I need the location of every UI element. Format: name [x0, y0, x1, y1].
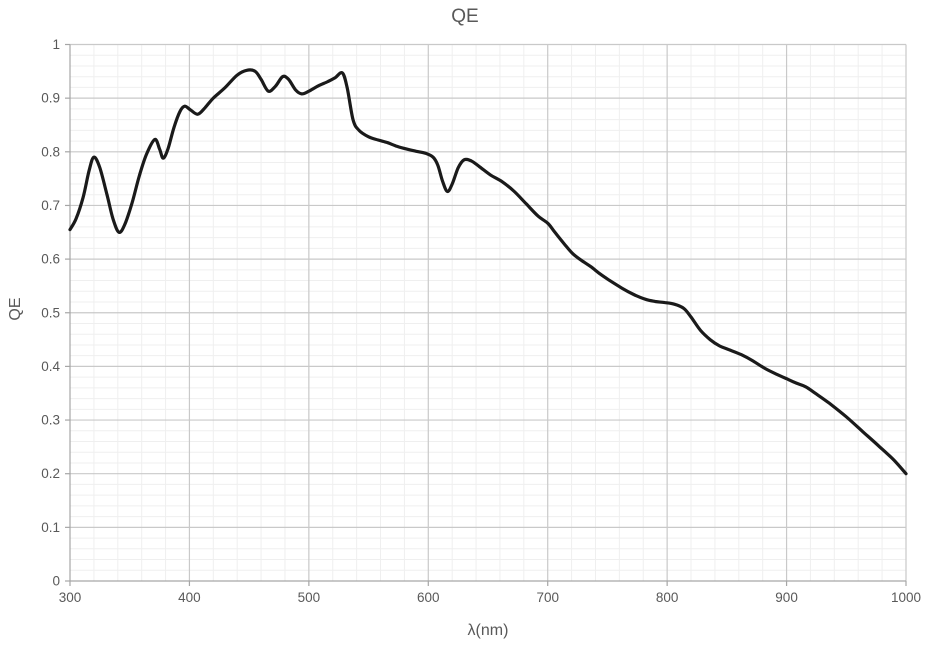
y-tick-label: 0.4 — [41, 359, 60, 374]
x-tick-label: 300 — [59, 590, 82, 605]
x-tick-label: 600 — [417, 590, 440, 605]
x-axis-title: λ(nm) — [467, 622, 509, 639]
y-tick-label: 0.7 — [41, 198, 60, 213]
x-tick-label: 900 — [775, 590, 798, 605]
x-tick-label: 400 — [178, 590, 201, 605]
y-tick-label: 0 — [52, 574, 60, 589]
qe-curve — [68, 68, 908, 476]
x-tick-label: 1000 — [891, 590, 921, 605]
x-tick-label: 500 — [298, 590, 321, 605]
y-tick-label: 0.6 — [41, 252, 60, 267]
y-axis-title: QE — [7, 297, 24, 321]
y-tick-label: 0.2 — [41, 466, 60, 481]
y-tick-label: 0.1 — [41, 520, 60, 535]
y-tick-label: 1 — [52, 37, 60, 52]
y-tick-label: 0.5 — [41, 305, 60, 320]
x-tick-label: 800 — [656, 590, 679, 605]
y-tick-label: 0.8 — [41, 144, 60, 159]
chart-title: QE — [451, 6, 479, 27]
y-tick-label: 0.3 — [41, 413, 60, 428]
x-tick-label: 700 — [536, 590, 559, 605]
y-tick-label: 0.9 — [41, 91, 60, 106]
